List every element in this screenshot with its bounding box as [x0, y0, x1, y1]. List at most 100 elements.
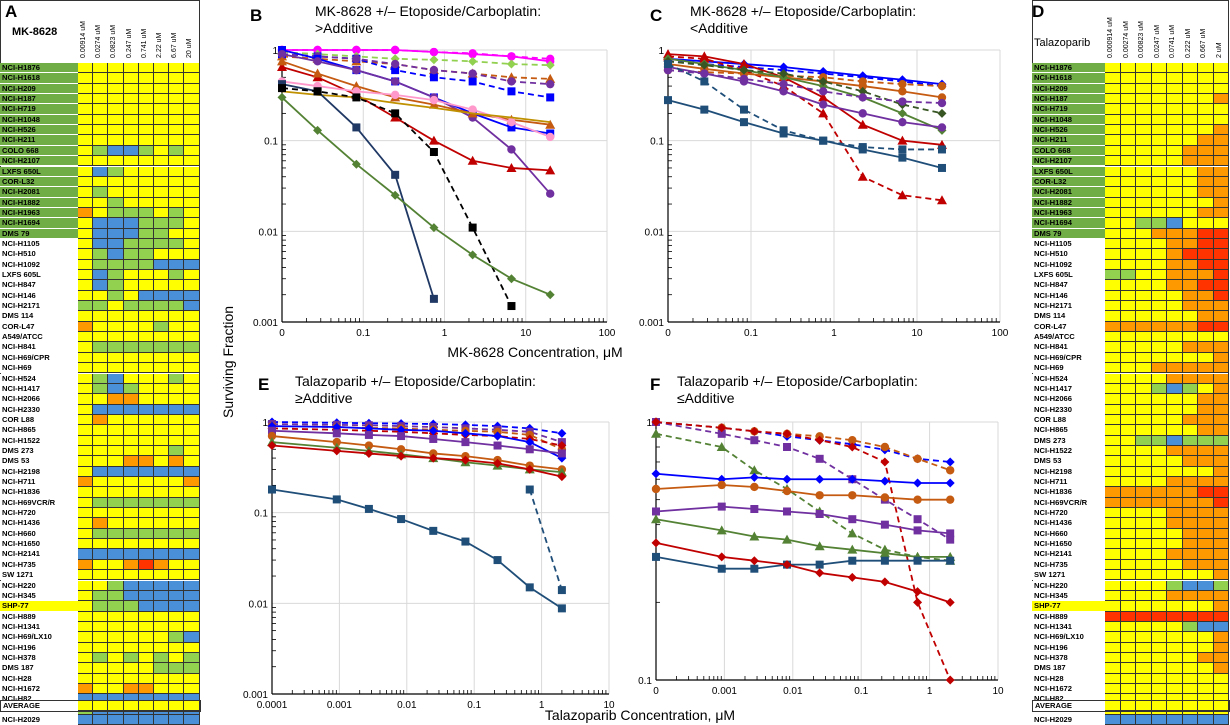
cell-line-label: NCI-H1882: [0, 197, 78, 208]
heatmap-cell: [153, 621, 170, 633]
heatmap-cell: [123, 414, 139, 426]
heatmap-row: NCI-H1341: [0, 621, 200, 633]
heatmap-cell: [184, 114, 200, 126]
heatmap-cell: [169, 632, 185, 643]
data-point: [468, 250, 478, 260]
data-point: [945, 457, 955, 467]
heatmap-cell: [184, 238, 200, 250]
average-cell: [169, 701, 185, 712]
heatmap-cell: [1167, 466, 1183, 477]
data-point: [332, 437, 341, 447]
y-tick-label: 0.001: [253, 318, 278, 329]
heatmap-cell: [1213, 187, 1229, 198]
heatmap-cell: [138, 590, 154, 602]
heatmap-cell: [153, 684, 170, 695]
data-point: [847, 544, 858, 554]
heatmap-cell: [1105, 642, 1121, 653]
heatmap-cell: [1105, 197, 1121, 208]
heatmap-cell: [1198, 280, 1214, 291]
heatmap-cell: [1167, 145, 1183, 157]
heatmap-cell: [169, 228, 185, 239]
heatmap-cell: [153, 466, 170, 477]
data-point: [782, 534, 793, 544]
heatmap-cell: [108, 497, 124, 509]
heatmap-row: NCI-H1092: [1032, 259, 1229, 270]
heatmap-cell: [1105, 104, 1121, 115]
heatmap-cell: [78, 176, 94, 188]
heatmap-cell: [1182, 590, 1198, 602]
heatmap-cell: [1198, 135, 1214, 146]
data-point: [556, 467, 567, 477]
heatmap-cell: [169, 601, 185, 612]
heatmap-cell: [108, 621, 124, 633]
series-line: [277, 92, 555, 300]
data-point: [945, 495, 955, 504]
heatmap-cell: [1182, 259, 1198, 270]
x-tick-label: 0.1: [356, 328, 370, 339]
heatmap-cell: [93, 487, 109, 498]
heatmap-cell: [1105, 83, 1121, 95]
heatmap-cell: [184, 259, 200, 270]
heatmap-cell: [138, 332, 154, 343]
series-path: [655, 421, 952, 681]
data-point: [545, 290, 555, 300]
data-point: [739, 74, 749, 84]
heatmap-row: NCI-H28: [1032, 673, 1229, 684]
heatmap-cell: [1151, 559, 1167, 571]
heatmap-cell: [123, 539, 139, 550]
series-line: [651, 428, 956, 565]
heatmap-cell: [123, 383, 139, 395]
heatmap-cell: [153, 114, 170, 126]
heatmap-cell: [169, 570, 185, 581]
heatmap-cell: [1136, 580, 1152, 591]
heatmap-cell: [108, 342, 124, 353]
heatmap-cell: [1120, 363, 1136, 374]
heatmap-cell: [169, 301, 185, 312]
heatmap-cell: [123, 63, 139, 74]
heatmap-cell: [138, 456, 154, 467]
cell-line-label: NCI-H2066: [0, 394, 78, 405]
data-point: [352, 123, 361, 132]
data-point: [818, 100, 828, 109]
heatmap-cell: [123, 663, 139, 674]
heatmap-cell: [169, 435, 185, 446]
heatmap-cell: [169, 383, 185, 395]
chart-title: MK-8628 +/– Etoposide/Carboplatin:: [690, 3, 916, 19]
heatmap-cell: [184, 135, 200, 146]
heatmap-cell: [1198, 601, 1214, 612]
heatmap-cell: [1167, 176, 1183, 188]
heatmap-cell: [184, 373, 200, 384]
data-point: [352, 65, 361, 75]
heatmap-cell: [1151, 518, 1167, 529]
data-point: [898, 87, 907, 96]
heatmap-cell: [169, 352, 185, 364]
cell-line-label: NCI-H220: [1032, 580, 1105, 591]
data-point: [467, 155, 478, 165]
heatmap-cell: [78, 259, 94, 270]
heatmap-cell: [1182, 528, 1198, 540]
heatmap-cell: [1136, 570, 1152, 581]
data-point: [749, 556, 759, 566]
data-point: [848, 556, 857, 565]
heatmap-cell: [169, 652, 185, 664]
heatmap-row: NCI-H69/CPR: [0, 352, 200, 364]
heatmap-row: NCI-H69/LX10: [0, 632, 200, 643]
heatmap-cell: [1120, 321, 1136, 333]
heatmap-cell: [78, 145, 94, 157]
heatmap-row: NCI-H2107: [0, 156, 200, 167]
heatmap-cell: [123, 352, 139, 364]
heatmap-cell: [93, 63, 109, 74]
data-point: [699, 60, 709, 70]
x-axis-label-bottom: Talazoparib Concentration, μM: [545, 707, 735, 723]
heatmap-cell: [1182, 125, 1198, 136]
data-point: [880, 442, 890, 452]
heatmap-cell: [184, 663, 200, 674]
data-point: [782, 486, 792, 496]
heatmap-cell: [1151, 218, 1167, 229]
heatmap-cell: [184, 342, 200, 353]
data-point: [390, 90, 400, 100]
cell-line-label: NCI-H146: [1032, 290, 1105, 302]
heatmap-cell: [1120, 187, 1136, 198]
x-tick-label: 0.0001: [257, 700, 288, 711]
heatmap-cell: [138, 125, 154, 136]
